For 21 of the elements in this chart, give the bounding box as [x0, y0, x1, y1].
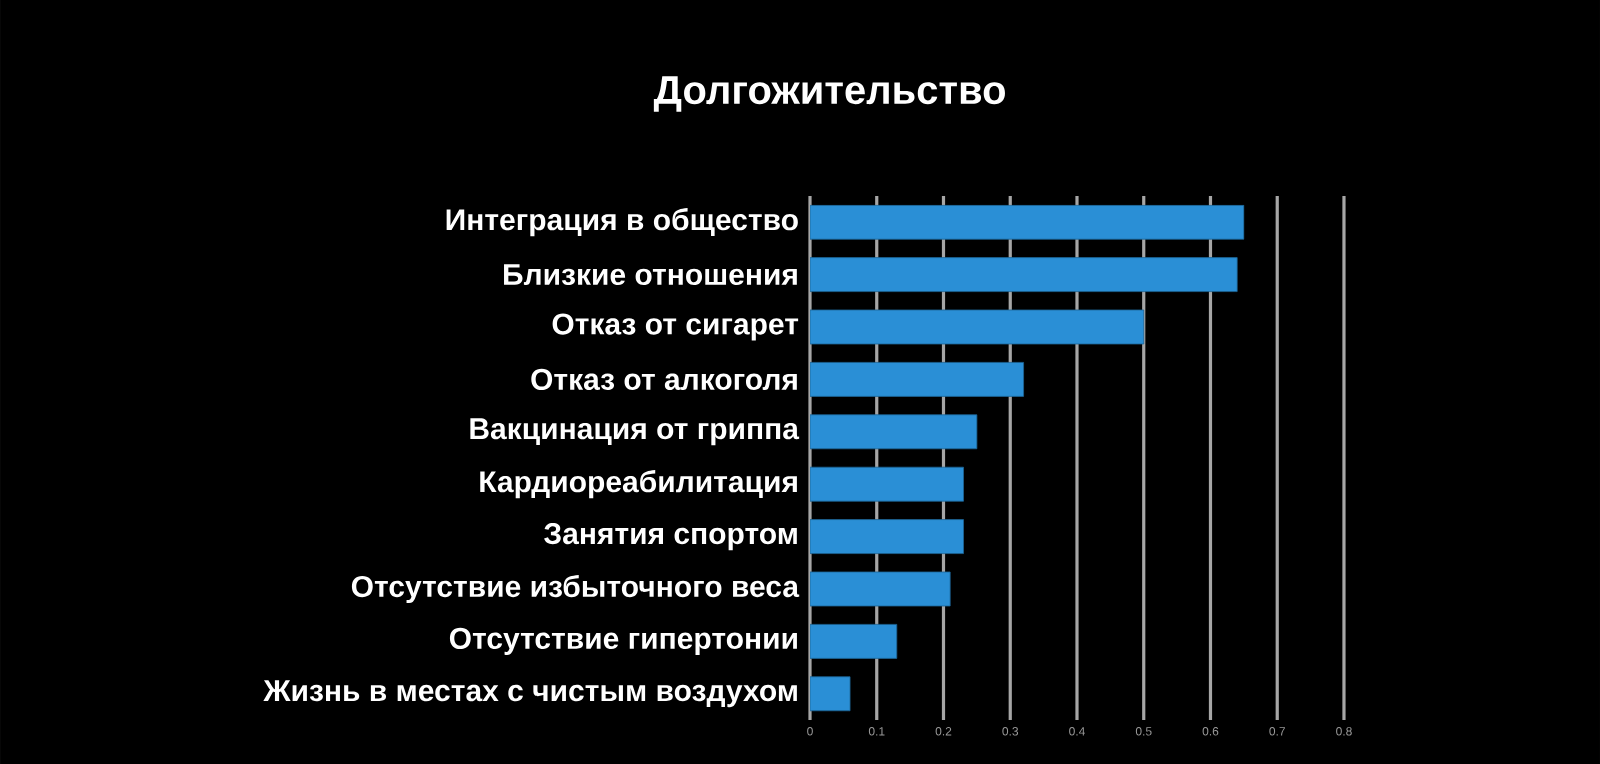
bar — [810, 623, 898, 659]
y-tick-label: Отсутствие избыточного веса — [351, 574, 800, 604]
y-tick-label: Интеграция в общество — [446, 208, 798, 237]
y-tick-label: Вакцинация от гриппа — [470, 418, 800, 446]
bar — [810, 676, 851, 712]
bar — [810, 571, 951, 607]
bar — [810, 519, 964, 554]
y-tick-label: Отказ от алкоголя — [531, 368, 797, 390]
bar — [810, 414, 978, 450]
y-tick-label: Близкие отношения — [504, 264, 797, 286]
y-tick-label: Отсутствие гипертонии — [449, 627, 797, 655]
bar — [810, 257, 1238, 292]
bar — [810, 204, 1245, 240]
bar — [810, 362, 1024, 397]
y-tick-label: Занятия спортом — [544, 523, 797, 551]
y-tick-label: Кардиореабилитация — [480, 470, 797, 499]
bar — [810, 466, 964, 502]
y-tick-label: Жизнь в местах с чистым воздухом — [263, 680, 797, 708]
chart-title: Долгожительство — [653, 76, 1005, 112]
bar — [810, 309, 1145, 345]
y-tick-label: Отказ от сигарет — [552, 313, 799, 341]
